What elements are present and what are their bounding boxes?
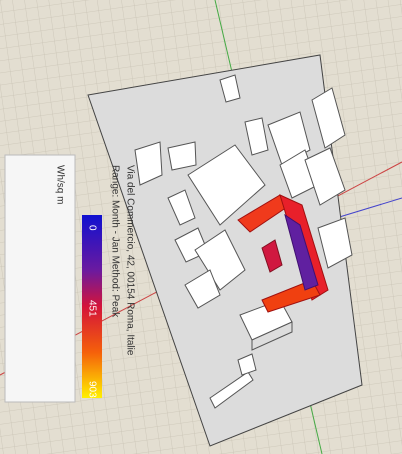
legend-unit: Wh/sq m: [54, 165, 65, 204]
legend-label: 903: [86, 381, 97, 398]
legend-label: 451: [86, 300, 97, 317]
legend: Wh/sq m 0 451 903 Range: Month - Jan Met…: [54, 165, 135, 398]
legend-range: Range: Month - Jan Method: Peak: [109, 165, 120, 318]
buildings: [134, 74, 353, 409]
legend-box: [4, 154, 76, 403]
legend-gradient: [82, 215, 102, 398]
analysis-mesh: [237, 194, 329, 313]
legend-label: 0: [86, 225, 97, 231]
legend-location: Via del Commercio, 42, 00154 Roma, Itali…: [124, 165, 135, 356]
